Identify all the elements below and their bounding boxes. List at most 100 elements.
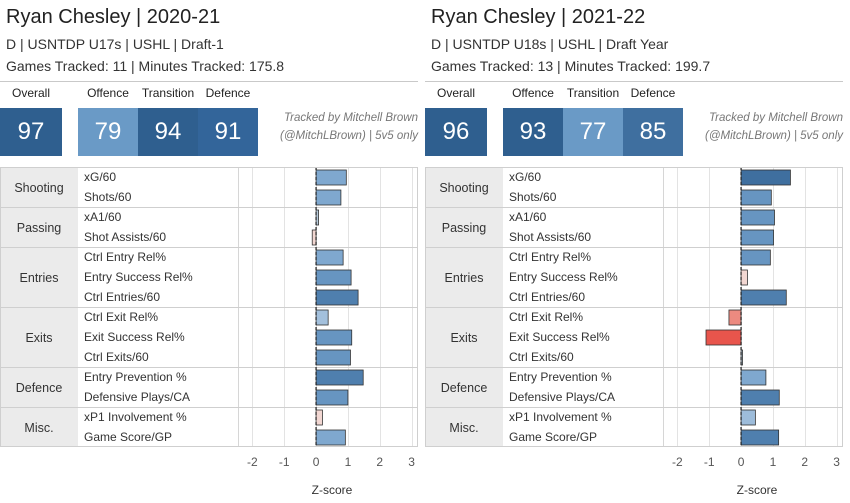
tracking-note-line1: Tracked by Mitchell Brown bbox=[709, 112, 843, 124]
metric-label: xP1 Involvement % bbox=[509, 410, 612, 424]
offence-label: Offence bbox=[512, 86, 554, 100]
divider bbox=[0, 81, 418, 82]
offence-score-box: 93 bbox=[503, 108, 563, 156]
metric-bar bbox=[740, 269, 748, 286]
metric-bar bbox=[315, 409, 323, 426]
chart-panel-2020-21: Ryan Chesley | 2020-21 D | USNTDP U17s |… bbox=[0, 6, 418, 497]
group-separator bbox=[78, 367, 418, 368]
metric-label: Ctrl Exit Rel% bbox=[84, 310, 159, 324]
metric-bar bbox=[315, 329, 353, 346]
x-axis-label: Z-score bbox=[736, 483, 778, 497]
metric-label: Entry Prevention % bbox=[84, 370, 187, 384]
group-separator bbox=[78, 207, 418, 208]
metric-bar bbox=[315, 369, 364, 386]
group-separator bbox=[78, 307, 418, 308]
defence-score-box: 91 bbox=[198, 108, 258, 156]
tracking-note-line2: (@MitchLBrown) | 5v5 only bbox=[279, 130, 418, 142]
overall-score-box: 96 bbox=[425, 108, 487, 156]
metric-bar bbox=[740, 389, 780, 406]
metric-bar bbox=[315, 269, 352, 286]
x-tick-label: 2 bbox=[376, 455, 384, 469]
metric-bar bbox=[740, 189, 772, 206]
metric-bar bbox=[315, 349, 351, 366]
metric-bar bbox=[740, 409, 756, 426]
metric-label: Game Score/GP bbox=[509, 430, 598, 444]
metric-bar bbox=[315, 289, 359, 306]
group-label: Entries bbox=[425, 247, 503, 307]
group-separator bbox=[503, 207, 843, 208]
x-tick-label: 2 bbox=[801, 455, 809, 469]
transition-score-box: 77 bbox=[563, 108, 623, 156]
offence-score-box: 79 bbox=[78, 108, 138, 156]
defence-label: Defence bbox=[630, 86, 676, 100]
group-label: Passing bbox=[425, 207, 503, 247]
metric-label: Entry Success Rel% bbox=[509, 270, 618, 284]
metric-label: Entry Success Rel% bbox=[84, 270, 193, 284]
group-label: Passing bbox=[0, 207, 78, 247]
panel-subtitle: D | USNTDP U17s | USHL | Draft-1 bbox=[6, 36, 224, 52]
tracking-note-line1: Tracked by Mitchell Brown bbox=[284, 112, 418, 124]
x-axis-label: Z-score bbox=[311, 483, 353, 497]
group-separator bbox=[503, 247, 843, 248]
metric-label: Ctrl Exits/60 bbox=[509, 350, 574, 364]
transition-label: Transition bbox=[141, 86, 195, 100]
overall-label: Overall bbox=[436, 86, 475, 100]
group-label: Exits bbox=[0, 307, 78, 367]
x-tick-label: -2 bbox=[246, 455, 258, 469]
x-tick-label: 0 bbox=[737, 455, 745, 469]
offence-label: Offence bbox=[87, 86, 129, 100]
x-tick-label: -1 bbox=[278, 455, 290, 469]
metric-label: xP1 Involvement % bbox=[84, 410, 187, 424]
overall-score-box: 97 bbox=[0, 108, 62, 156]
metric-label: Defensive Plays/CA bbox=[84, 390, 191, 404]
metric-bar bbox=[740, 429, 780, 446]
bars-layer bbox=[311, 167, 364, 447]
chart-panel-2021-22: Ryan Chesley | 2021-22 D | USNTDP U18s |… bbox=[425, 0, 850, 503]
group-label: Misc. bbox=[0, 407, 78, 447]
x-tick-label: 1 bbox=[769, 455, 777, 469]
transition-label: Transition bbox=[566, 86, 620, 100]
divider bbox=[425, 81, 843, 82]
metric-label: Exit Success Rel% bbox=[509, 330, 610, 344]
metric-label: Ctrl Entries/60 bbox=[84, 290, 161, 304]
metric-label: Shot Assists/60 bbox=[509, 230, 592, 244]
x-tick-label: 0 bbox=[312, 455, 320, 469]
metric-label: Ctrl Exits/60 bbox=[84, 350, 149, 364]
bars-layer bbox=[705, 167, 791, 447]
metric-label: Game Score/GP bbox=[84, 430, 173, 444]
metric-bar bbox=[740, 229, 774, 246]
x-tick-label: 3 bbox=[833, 455, 840, 469]
metric-bar bbox=[315, 189, 342, 206]
group-label: Defence bbox=[425, 367, 503, 407]
metric-bar bbox=[740, 209, 775, 226]
metric-label: Ctrl Exit Rel% bbox=[509, 310, 584, 324]
metric-label: Defensive Plays/CA bbox=[509, 390, 616, 404]
x-tick-label: 1 bbox=[344, 455, 352, 469]
metric-label: xG/60 bbox=[84, 170, 117, 184]
metric-label: Entry Prevention % bbox=[509, 370, 612, 384]
metric-bar bbox=[740, 169, 791, 186]
group-separator bbox=[503, 407, 843, 408]
metric-bar bbox=[740, 289, 787, 306]
panel-games-tracked: Games Tracked: 13 | Minutes Tracked: 199… bbox=[431, 58, 711, 74]
metric-label: xG/60 bbox=[509, 170, 542, 184]
metric-label: Ctrl Entry Rel% bbox=[84, 250, 167, 264]
tracking-note-line2: (@MitchLBrown) | 5v5 only bbox=[704, 130, 843, 142]
metric-bar bbox=[315, 429, 346, 446]
group-separator bbox=[503, 307, 843, 308]
panel-title: Ryan Chesley | 2020-21 bbox=[6, 6, 221, 28]
group-separator bbox=[503, 367, 843, 368]
x-tick-label: -2 bbox=[671, 455, 683, 469]
group-separator bbox=[78, 407, 418, 408]
metric-bar bbox=[705, 329, 742, 346]
group-separator bbox=[78, 247, 418, 248]
panel-subtitle: D | USNTDP U18s | USHL | Draft Year bbox=[431, 36, 669, 52]
metric-bar bbox=[315, 309, 329, 326]
defence-score-box: 85 bbox=[623, 108, 683, 156]
metric-label: Ctrl Entries/60 bbox=[509, 290, 586, 304]
panel-title: Ryan Chesley | 2021-22 bbox=[431, 6, 646, 28]
group-label: Shooting bbox=[425, 167, 503, 207]
group-label: Defence bbox=[0, 367, 78, 407]
panel-games-tracked: Games Tracked: 11 | Minutes Tracked: 175… bbox=[6, 58, 285, 74]
metric-label: Shots/60 bbox=[84, 190, 132, 204]
